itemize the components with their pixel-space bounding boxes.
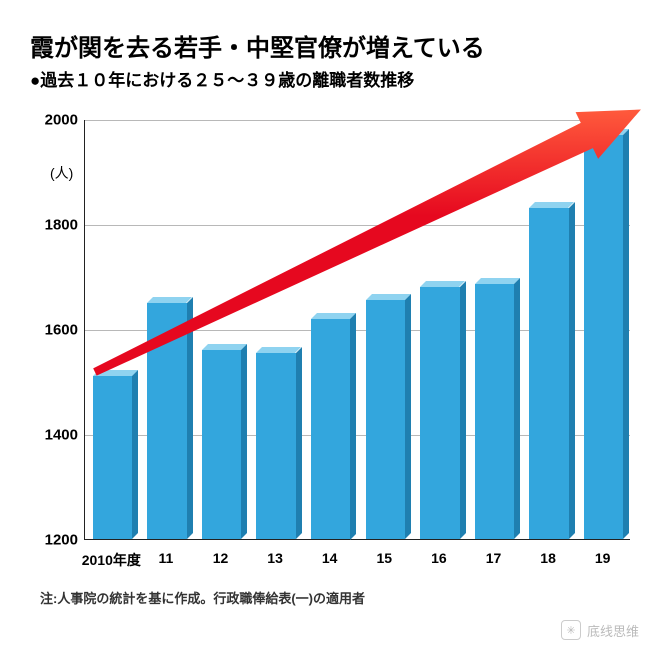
footnote: 注:人事院の統計を基に作成。行政職俸給表(一)の適用者: [40, 588, 365, 607]
chart-title: 霞が関を去る若手・中堅官僚が増えている: [30, 28, 485, 63]
trend-arrow: [30, 100, 650, 570]
watermark-text: 底线思维: [587, 621, 639, 640]
watermark: ✳ 底线思维: [561, 620, 639, 640]
bar-chart: 12001400160018002000(人)2010年度11121314151…: [30, 100, 630, 570]
wechat-icon: ✳: [561, 620, 581, 640]
chart-subtitle: ●過去１０年における２５～３９歳の離職者数推移: [30, 66, 414, 91]
